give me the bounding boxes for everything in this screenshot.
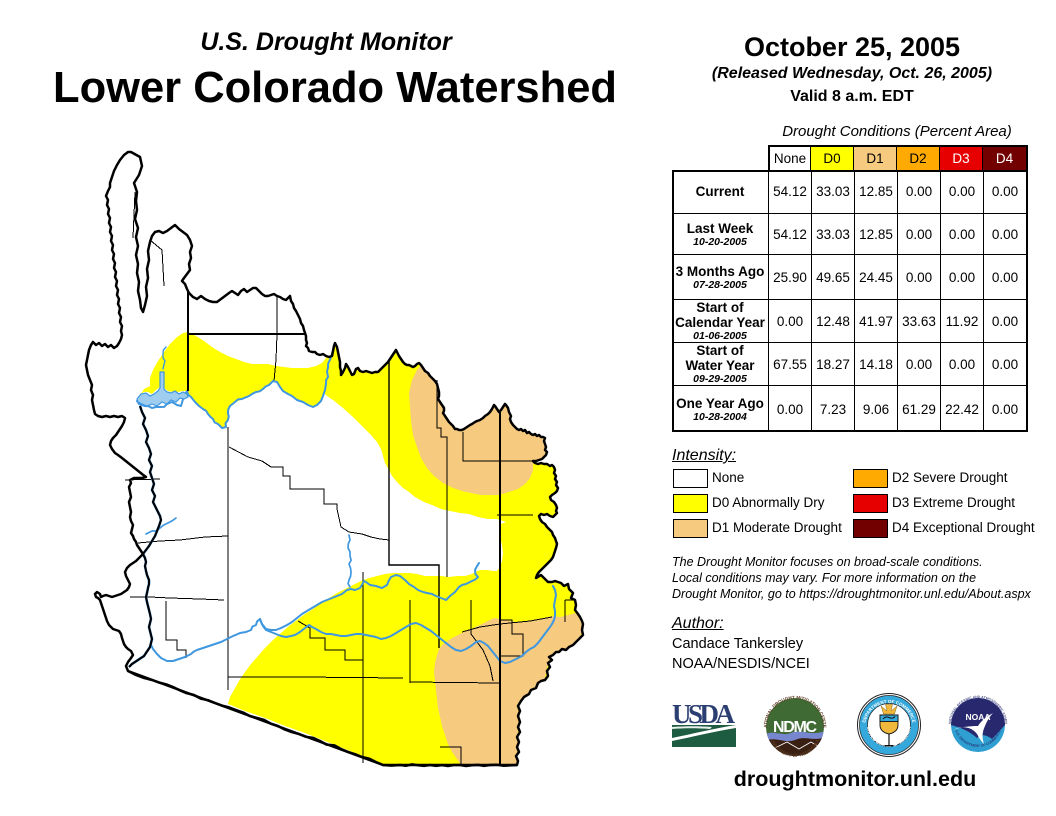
svg-text:NDMC: NDMC bbox=[773, 719, 817, 736]
svg-text:NOAA: NOAA bbox=[966, 712, 991, 722]
svg-text:USDA: USDA bbox=[672, 703, 736, 729]
